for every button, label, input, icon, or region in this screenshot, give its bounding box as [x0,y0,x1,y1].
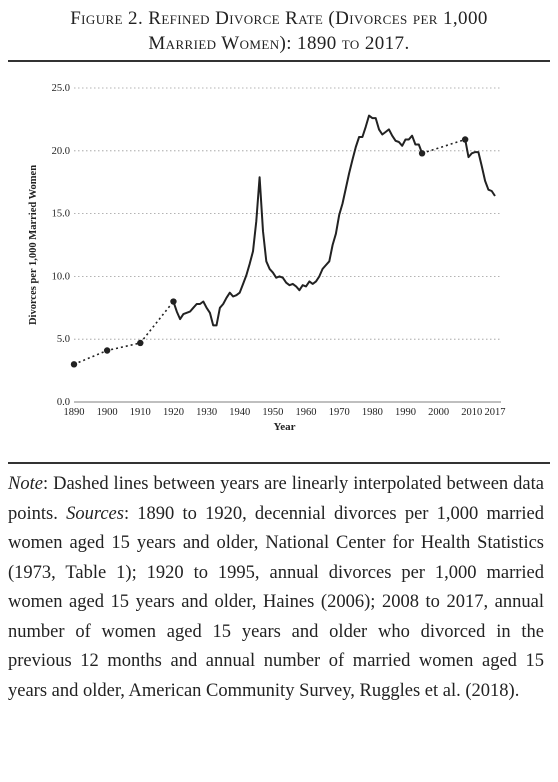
point-2008 [461,136,469,143]
x-tick-label-11: 2000 [428,407,449,418]
series-decennial-dotted [73,301,175,366]
y-tick-label-5: 25.0 [52,83,70,94]
decennial-point-0 [70,361,78,368]
note-label: Note [8,474,43,494]
y-tick-label-3: 15.0 [52,209,70,220]
top-rule [8,60,550,62]
y-axis-label: Divorces per 1,000 Married Women [28,165,39,325]
x-tick-label-10: 1990 [395,407,416,418]
series-interpolated-dotted [421,138,466,155]
y-tick-label-2: 10.0 [52,271,70,282]
sources-text: : 1890 to 1920, decennial divorces per 1… [8,503,544,701]
y-tick-label-4: 20.0 [52,146,70,157]
x-tick-label-3: 1920 [163,407,184,418]
decennial-point-3 [170,298,177,305]
x-tick-label-12: 2010 [461,407,482,418]
x-tick-label-1: 1900 [97,407,118,418]
x-tick-label-9: 1980 [362,407,383,418]
x-tick-label-5: 1940 [229,407,250,418]
series-annual-line [172,114,424,327]
figure-title-line1: Figure 2. Refined Divorce Rate (Divorces… [70,8,488,29]
x-tick-label-0: 1890 [64,407,85,418]
x-tick-label-13: 2017 [485,407,506,418]
figure-title-line2: Married Women): 1890 to 2017. [148,33,410,54]
x-tick-label-6: 1950 [262,407,283,418]
y-tick-label-0: 0.0 [57,397,70,408]
series-acs-line [464,139,496,197]
decennial-point-1 [103,347,111,354]
sources-label: Sources [66,503,124,524]
x-tick-label-2: 1910 [130,407,151,418]
note-text: : Dashed lines between years are linearl… [8,474,544,524]
point-1995 [418,150,426,157]
note-paragraph: Note: Dashed lines between years are lin… [8,470,544,706]
figure-title: Figure 2. Refined Divorce Rate (Divorces… [0,6,558,56]
divorce-rate-chart: 0.0 5.0 10.0 15.0 20.0 25.0 1890 1900 1910 1920 19… [28,83,506,433]
x-tick-label-7: 1960 [296,407,317,418]
bottom-rule [8,462,550,464]
y-tick-label-1: 5.0 [57,334,70,345]
x-tick-label-8: 1970 [329,407,350,418]
x-axis-label: Year [274,421,296,433]
decennial-point-2 [137,339,144,347]
x-tick-label-4: 1930 [196,407,217,418]
